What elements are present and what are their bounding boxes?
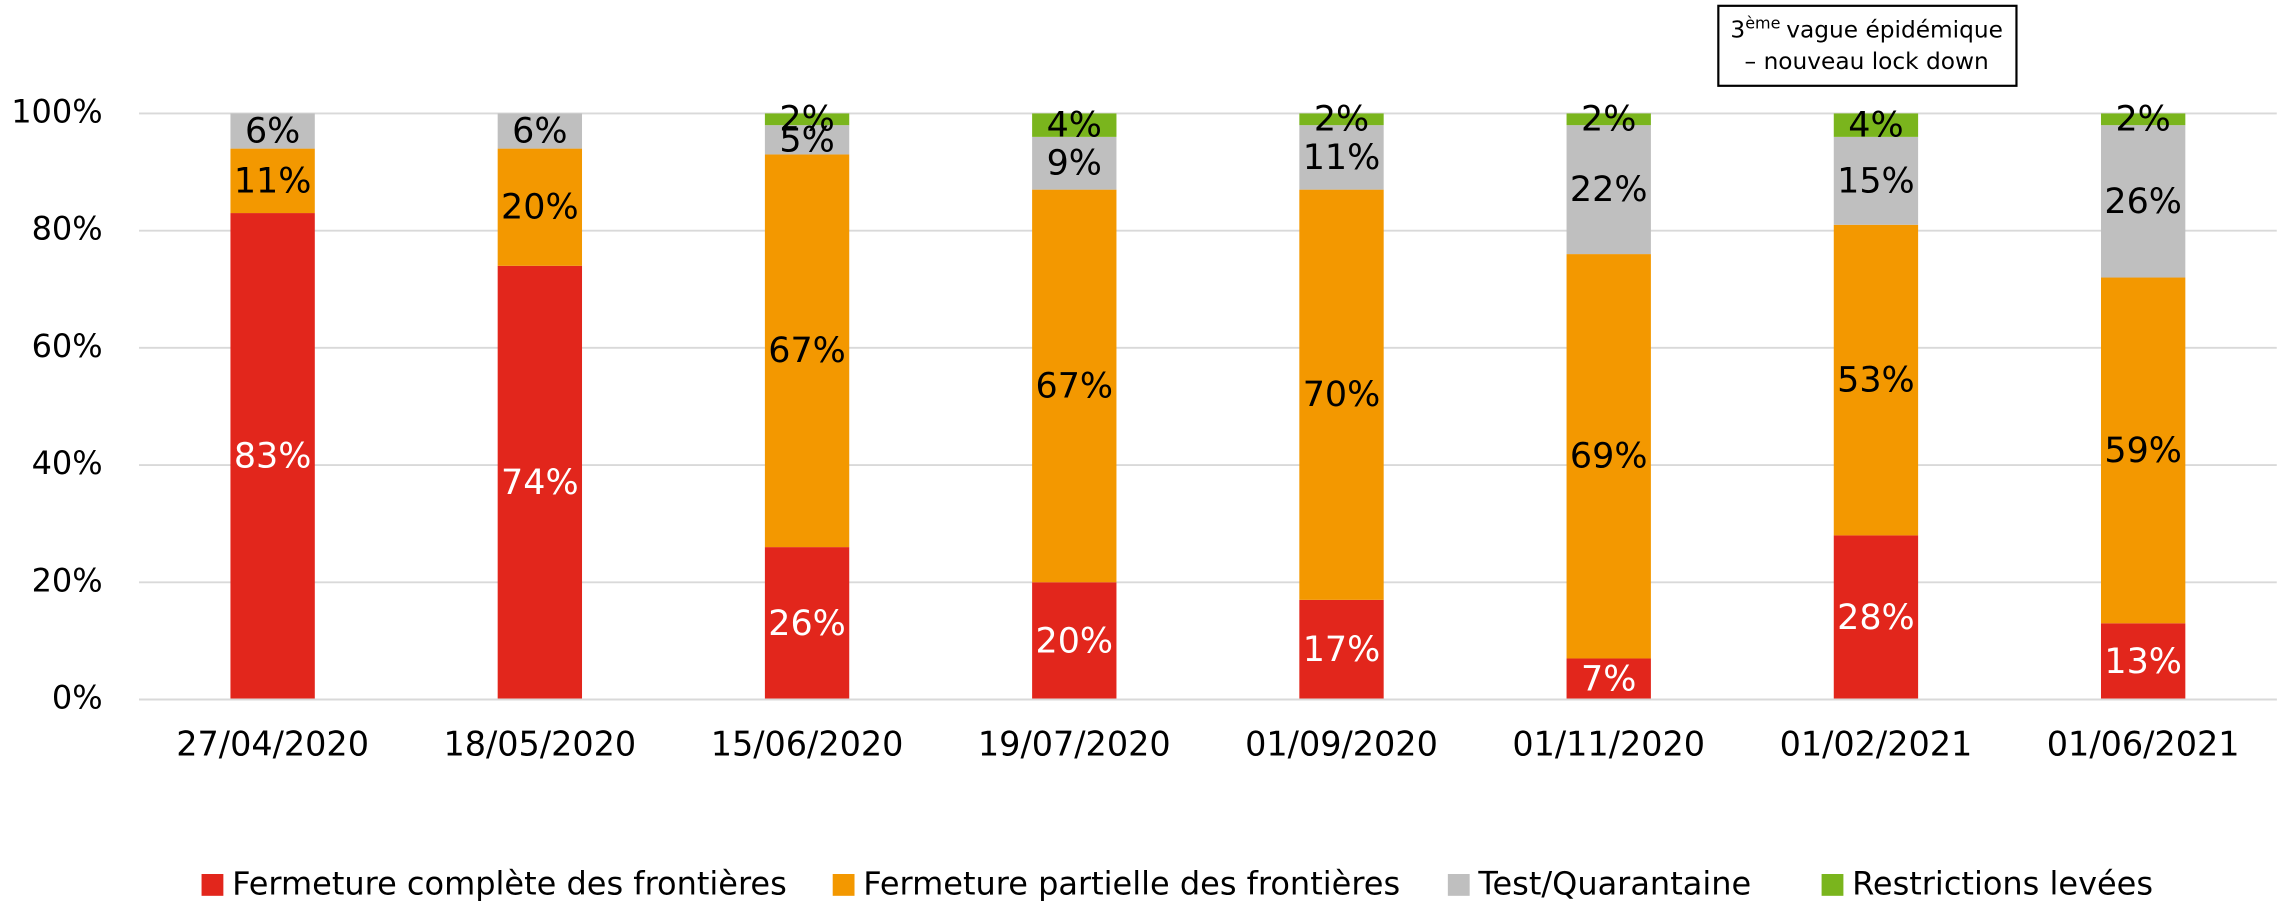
bar-segment <box>2100 277 2186 624</box>
data-label: 11% <box>1303 138 1381 178</box>
x-tick-label: 27/04/2020 <box>176 725 369 764</box>
data-label: 67% <box>768 331 846 371</box>
x-tick-label: 01/02/2021 <box>1780 725 1973 764</box>
bar-segment <box>1032 189 1117 583</box>
bar-segment <box>230 113 315 149</box>
bar-segment <box>1299 113 1384 126</box>
legend-label: Fermeture complète des frontières <box>232 865 787 903</box>
annotation-box <box>1717 4 2018 87</box>
data-label: 28% <box>1837 598 1915 638</box>
legend-label: Fermeture partielle des frontières <box>863 865 1400 903</box>
bar-segment <box>1833 113 1919 137</box>
bar-segment <box>764 125 850 155</box>
annotation-number: 3 <box>1730 16 1745 43</box>
annotation-superscript: ème <box>1745 13 1780 32</box>
bar-segment <box>2100 125 2186 278</box>
y-tick-label: 60% <box>32 327 103 365</box>
legend-swatch <box>201 874 224 896</box>
bar-segment <box>1566 113 1651 126</box>
bar-segment <box>1299 125 1384 190</box>
x-tick-label: 15/06/2020 <box>711 725 904 764</box>
legend-swatch <box>832 874 855 896</box>
data-label: 2% <box>2115 100 2170 140</box>
y-tick-label: 100% <box>11 92 102 130</box>
bar-segment <box>230 148 315 214</box>
data-label: 4% <box>1047 106 1102 146</box>
data-label: 7% <box>1581 659 1636 699</box>
bar-segment <box>764 154 850 548</box>
annotation-line2: – nouveau lock down <box>1745 48 1989 75</box>
bar-segment <box>1032 582 1117 700</box>
x-tick-label: 18/05/2020 <box>443 725 636 764</box>
data-label: 69% <box>1570 437 1648 477</box>
data-label: 83% <box>234 437 312 477</box>
data-label: 22% <box>1570 170 1648 210</box>
x-tick-label: 01/09/2020 <box>1245 725 1438 764</box>
bar-segment <box>2100 113 2186 126</box>
bar-segment <box>1566 254 1651 659</box>
data-label: 59% <box>2104 431 2182 471</box>
x-tick-label: 19/07/2020 <box>978 725 1171 764</box>
bar-segment <box>1032 113 1117 137</box>
data-label: 70% <box>1303 375 1381 415</box>
bar-segment <box>1833 535 1919 700</box>
bar-segment <box>2100 623 2186 700</box>
y-tick-label: 20% <box>32 561 103 599</box>
data-label: 5% <box>779 120 834 160</box>
data-label: 13% <box>2104 642 2182 682</box>
legend-label: Restrictions levées <box>1852 865 2153 903</box>
legend-swatch <box>1447 874 1470 896</box>
bar-segment <box>1833 224 1919 536</box>
data-label: 20% <box>1036 621 1114 661</box>
bar-segment <box>1566 125 1651 255</box>
data-label: 6% <box>512 111 567 151</box>
data-label: 2% <box>779 100 834 140</box>
annotation-line1: 3ème vague épidémique <box>1730 13 2003 43</box>
x-tick-label: 01/06/2021 <box>2047 725 2240 764</box>
legend-swatch <box>1821 874 1844 896</box>
data-label: 20% <box>501 188 579 228</box>
data-label: 4% <box>1848 106 1903 146</box>
data-label: 9% <box>1047 144 1102 184</box>
bar-segment <box>1032 136 1117 190</box>
y-tick-label: 40% <box>32 444 103 482</box>
data-label: 6% <box>245 111 300 151</box>
data-label: 26% <box>2104 182 2182 222</box>
data-label: 67% <box>1036 366 1114 406</box>
y-tick-label: 0% <box>52 678 103 716</box>
data-label: 17% <box>1303 630 1381 670</box>
bar-segment <box>497 113 583 149</box>
data-label: 53% <box>1837 361 1915 401</box>
data-label: 2% <box>1314 100 1369 140</box>
bar-segment <box>1299 189 1384 600</box>
data-label: 15% <box>1837 161 1915 201</box>
bar-segment <box>497 265 583 700</box>
data-label: 74% <box>501 463 579 503</box>
data-label: 2% <box>1581 100 1636 140</box>
bar-segment <box>764 113 850 126</box>
bar-segment <box>230 213 315 700</box>
bar-segment <box>1833 136 1919 225</box>
bar-segment <box>1566 658 1651 700</box>
bar-segment <box>497 148 583 266</box>
data-label: 11% <box>234 161 312 201</box>
data-label: 26% <box>768 604 846 644</box>
annotation-text: vague épidémique <box>1786 16 2003 43</box>
legend-label: Test/Quarantaine <box>1477 865 1751 903</box>
y-tick-label: 80% <box>32 210 103 248</box>
bar-segment <box>1299 599 1384 700</box>
x-tick-label: 01/11/2020 <box>1512 725 1705 764</box>
bar-segment <box>764 547 850 700</box>
